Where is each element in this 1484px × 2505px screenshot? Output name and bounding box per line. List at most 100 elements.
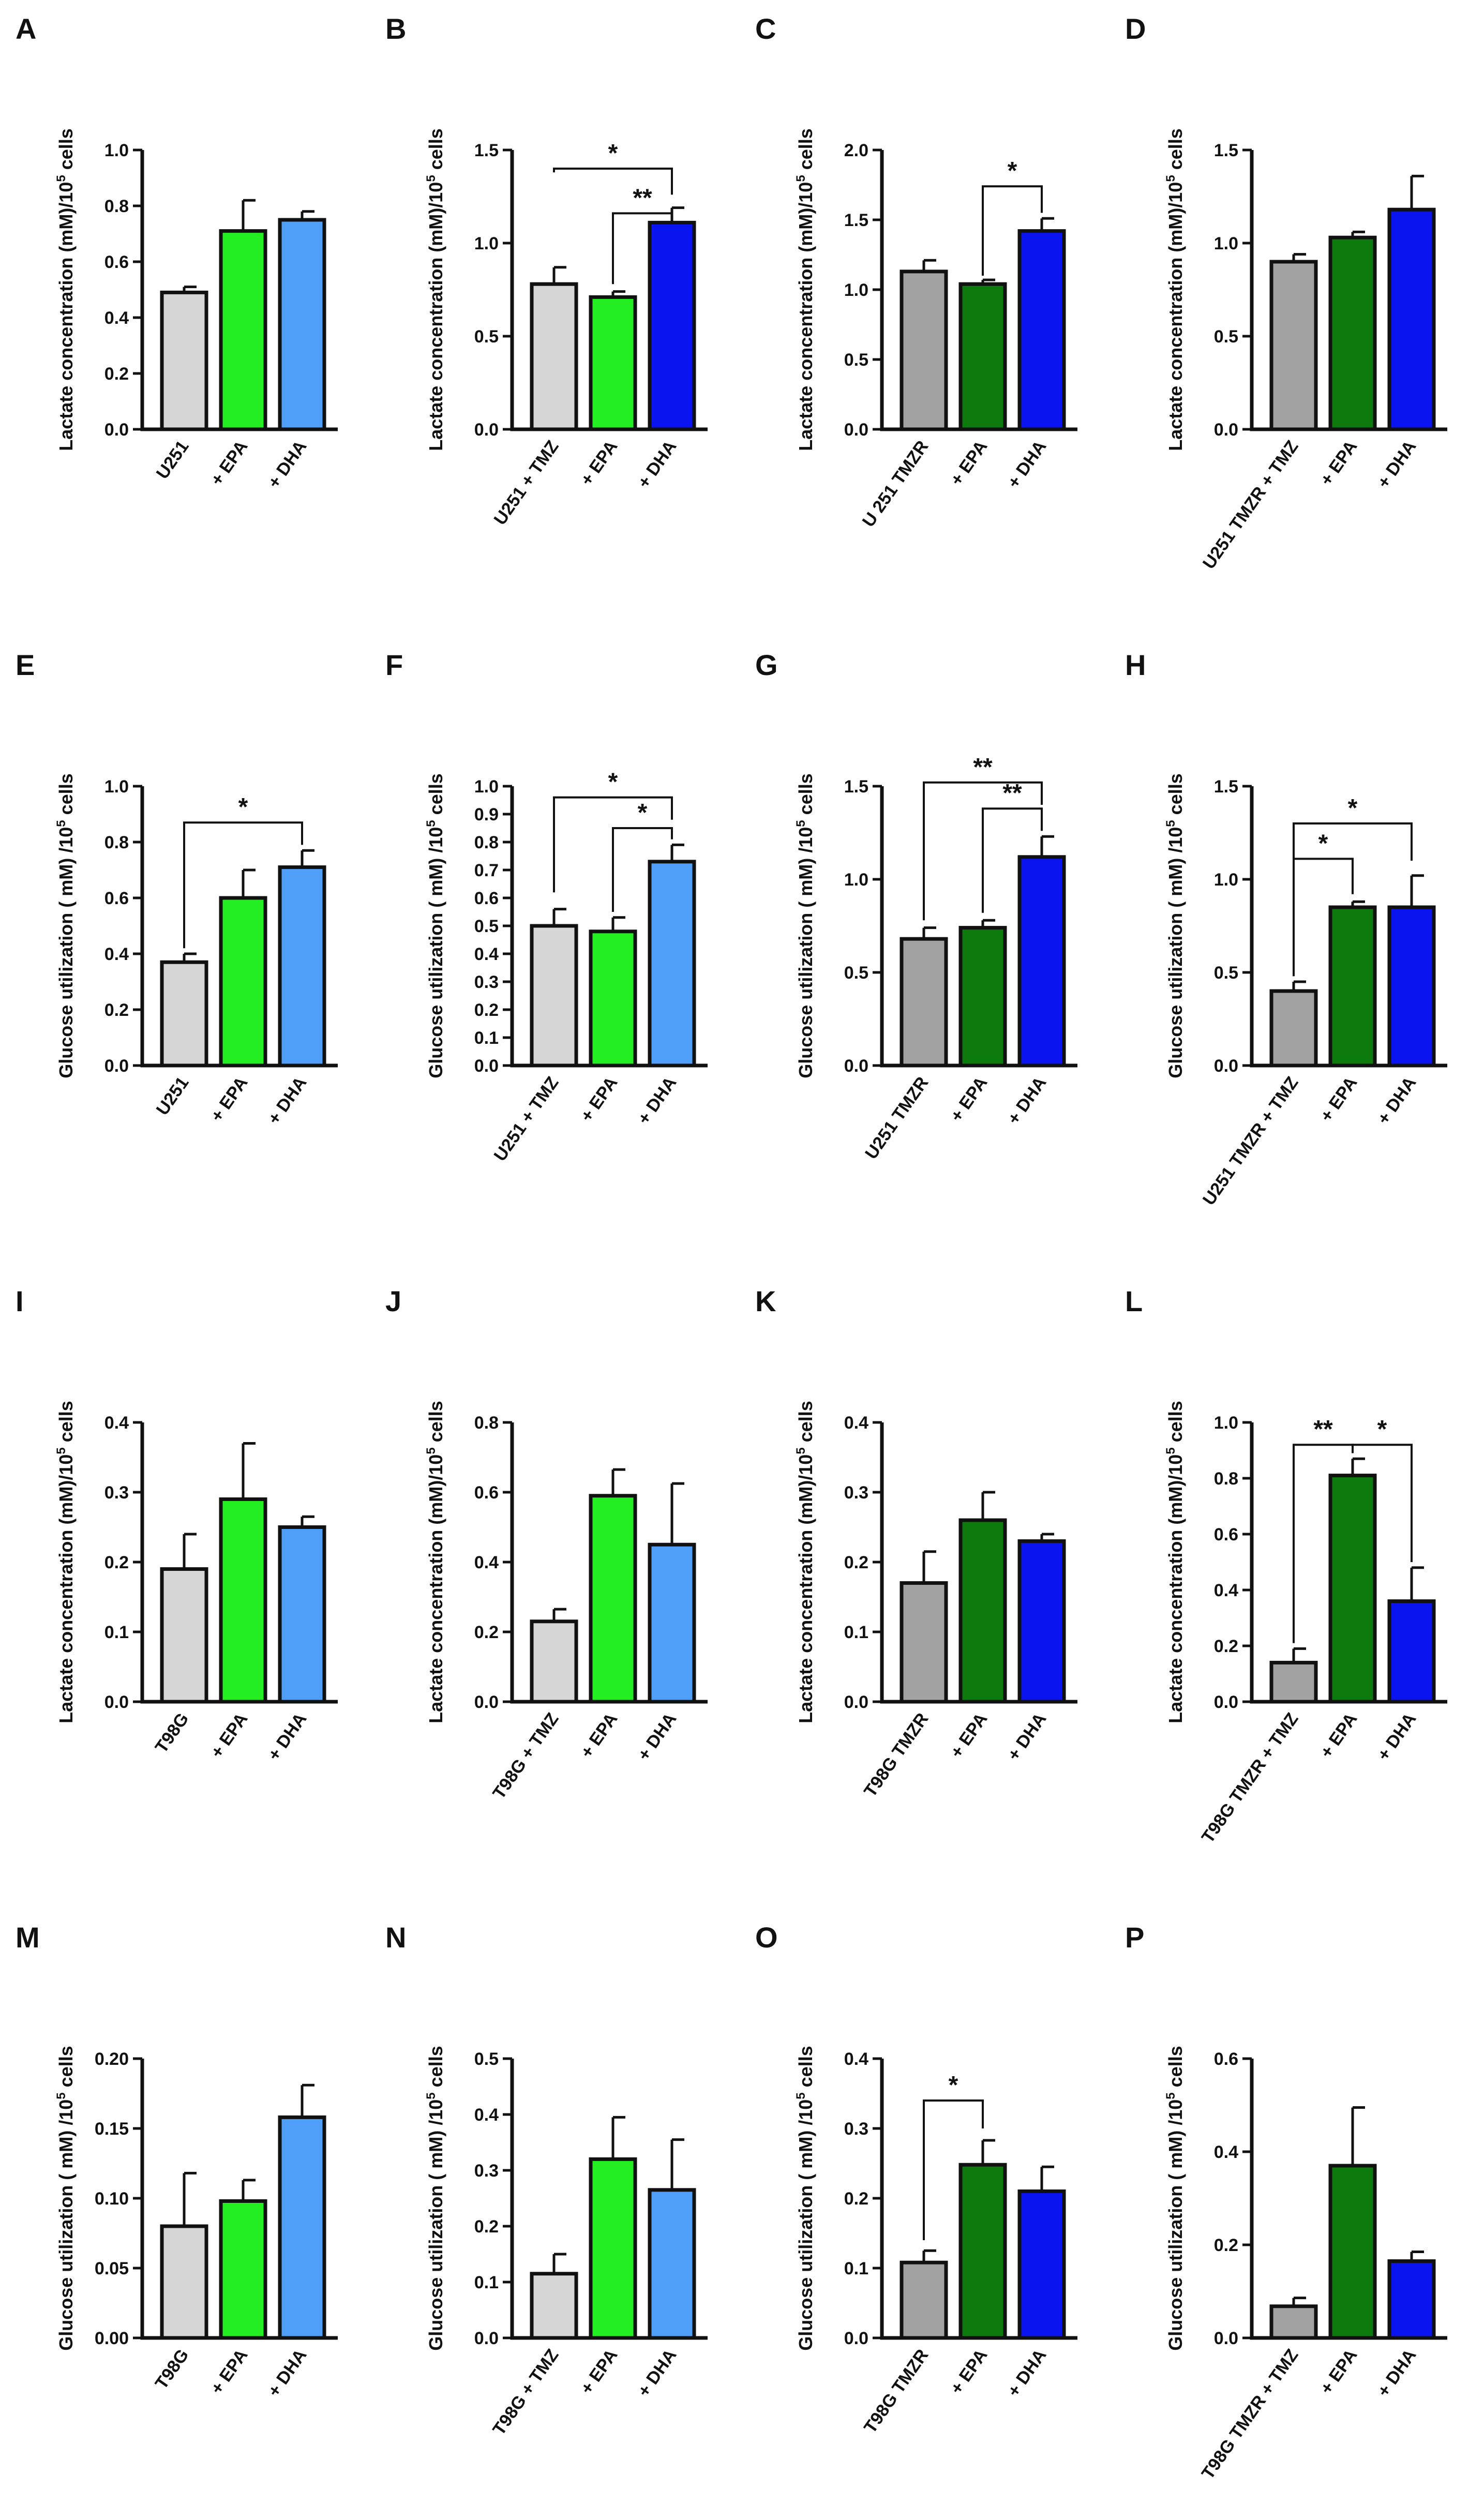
y-tick-label: 0.4 bbox=[1214, 2142, 1238, 2162]
y-tick-label: 0.0 bbox=[1214, 1056, 1238, 1076]
category-label: + EPA bbox=[947, 1073, 992, 1126]
y-tick-label: 0.1 bbox=[844, 1623, 868, 1642]
significance-label: * bbox=[638, 799, 648, 827]
panel-J: J Lactate concentration (mM)/105 cells 0.0… bbox=[385, 1285, 708, 1803]
category-label: U251 bbox=[153, 1073, 193, 1119]
significance-bracket bbox=[553, 168, 673, 195]
panel-A: A Lactate concentration (mM)/105 cells 0.0… bbox=[16, 12, 338, 492]
y-tick-label: 0.6 bbox=[1214, 2049, 1238, 2069]
y-tick-label: 0.6 bbox=[104, 252, 129, 272]
y-tick-label: 0.0 bbox=[844, 1056, 868, 1076]
panel-letter: N bbox=[385, 1921, 406, 1954]
y-tick-label: 0.0 bbox=[104, 1056, 129, 1076]
y-tick-label: 2.0 bbox=[844, 141, 868, 160]
y-tick-label: 0.1 bbox=[104, 1623, 129, 1642]
bar-1 bbox=[530, 2272, 578, 2340]
panel-F: F Glucose utilization ( mM) /105 cells 0.0… bbox=[385, 649, 708, 1165]
category-label: U251 bbox=[153, 437, 193, 483]
category-label: + EPA bbox=[1316, 1709, 1361, 1762]
y-axis-label: Lactate concentration (mM)/105 cells bbox=[794, 1401, 816, 1723]
bar-1 bbox=[1269, 1660, 1318, 1704]
category-label: U251 TMZR + TMZ bbox=[1199, 1073, 1302, 1209]
y-tick-label: 0.0 bbox=[1214, 2329, 1238, 2348]
bar-3 bbox=[278, 218, 326, 431]
panel-letter: B bbox=[385, 12, 406, 45]
y-tick-label: 0.4 bbox=[1214, 1581, 1238, 1600]
y-tick-label: 0.6 bbox=[1214, 1525, 1238, 1544]
significance-label: ** bbox=[973, 754, 993, 781]
y-tick-label: 0.3 bbox=[844, 2119, 868, 2139]
y-tick-label: 1.0 bbox=[474, 777, 499, 797]
significance-bracket bbox=[1352, 1444, 1413, 1562]
y-axis-label: Glucose utilization ( mM) /105 cells bbox=[1164, 773, 1186, 1078]
panel-letter: E bbox=[16, 649, 35, 681]
bar-3 bbox=[1387, 905, 1436, 1068]
y-tick-label: 0.2 bbox=[1214, 2236, 1238, 2255]
category-label: + EPA bbox=[577, 1709, 622, 1762]
y-tick-label: 1.5 bbox=[1214, 141, 1238, 160]
significance-bracket bbox=[612, 212, 673, 284]
y-tick-label: 0.8 bbox=[474, 1413, 499, 1433]
category-label: + EPA bbox=[207, 437, 252, 489]
bar-1 bbox=[1269, 260, 1318, 431]
bar-2 bbox=[589, 1494, 637, 1704]
y-tick-label: 0.3 bbox=[104, 1483, 129, 1503]
category-label: T98G TMZR + TMZ bbox=[1198, 1709, 1302, 1847]
panel-letter: C bbox=[755, 12, 776, 45]
category-label: + DHA bbox=[634, 1073, 680, 1128]
y-tick-label: 0.4 bbox=[474, 944, 499, 964]
y-axis-label: Lactate concentration (mM)/105 cells bbox=[424, 128, 446, 451]
y-axis-label: Glucose utilization ( mM) /105 cells bbox=[424, 773, 446, 1078]
bar-3 bbox=[1017, 2189, 1066, 2340]
bar-3 bbox=[1017, 229, 1066, 431]
bar-1 bbox=[900, 269, 948, 431]
category-label: + DHA bbox=[634, 2346, 680, 2401]
category-label: + EPA bbox=[577, 2346, 622, 2398]
significance-label: * bbox=[949, 2072, 958, 2099]
bar-3 bbox=[1017, 855, 1066, 1068]
panel-letter: J bbox=[385, 1285, 401, 1317]
category-label: T98G TMZR bbox=[860, 2346, 932, 2437]
bar-2 bbox=[589, 2157, 637, 2340]
y-tick-label: 0.4 bbox=[104, 308, 129, 328]
y-tick-label: 0.2 bbox=[1214, 1637, 1238, 1656]
bar-1 bbox=[160, 1567, 208, 1704]
category-label: + EPA bbox=[1316, 2346, 1361, 2398]
y-axis-label: Lactate concentration (mM)/105 cells bbox=[424, 1401, 446, 1723]
bar-2 bbox=[219, 1497, 267, 1704]
significance-label: ** bbox=[633, 184, 652, 212]
y-tick-label: 0.4 bbox=[474, 2105, 499, 2125]
category-label: T98G TMZR bbox=[860, 1709, 932, 1801]
significance-label: * bbox=[1377, 1416, 1387, 1443]
significance-bracket bbox=[612, 827, 673, 912]
y-axis-label: Glucose utilization ( mM) /105 cells bbox=[794, 773, 816, 1078]
bar-1 bbox=[160, 960, 208, 1068]
category-label: + EPA bbox=[577, 437, 622, 489]
y-tick-label: 0.0 bbox=[104, 1692, 129, 1712]
bar-1 bbox=[530, 924, 578, 1068]
significance-label: * bbox=[1008, 157, 1017, 185]
category-label: + DHA bbox=[1003, 1073, 1050, 1128]
y-tick-label: 0.0 bbox=[844, 1692, 868, 1712]
category-label: + EPA bbox=[577, 1073, 622, 1126]
y-axis-label: Glucose utilization ( mM) /105 cells bbox=[54, 773, 77, 1078]
bar-2 bbox=[1328, 905, 1377, 1068]
y-tick-label: 0.4 bbox=[104, 1413, 129, 1433]
panel-letter: I bbox=[16, 1285, 24, 1317]
y-axis-label: Glucose utilization ( mM) /105 cells bbox=[54, 2046, 77, 2351]
y-tick-label: 0.15 bbox=[95, 2119, 129, 2139]
significance-bracket bbox=[1293, 858, 1354, 977]
category-label: + EPA bbox=[947, 437, 992, 489]
y-tick-label: 1.0 bbox=[1214, 1413, 1238, 1433]
panel-H: H Glucose utilization ( mM) /105 cells 0.0… bbox=[1125, 649, 1447, 1209]
y-tick-label: 0.2 bbox=[844, 2189, 868, 2209]
panel-letter: L bbox=[1125, 1285, 1143, 1317]
category-label: + EPA bbox=[207, 2346, 252, 2398]
y-tick-label: 0.1 bbox=[844, 2259, 868, 2278]
category-label: U251 + TMZ bbox=[490, 437, 563, 529]
y-tick-label: 0.6 bbox=[104, 889, 129, 908]
significance-bracket bbox=[923, 2099, 984, 2240]
significance-bracket bbox=[183, 821, 303, 949]
category-label: U251 + TMZ bbox=[490, 1073, 563, 1165]
y-tick-label: 1.5 bbox=[474, 141, 499, 160]
